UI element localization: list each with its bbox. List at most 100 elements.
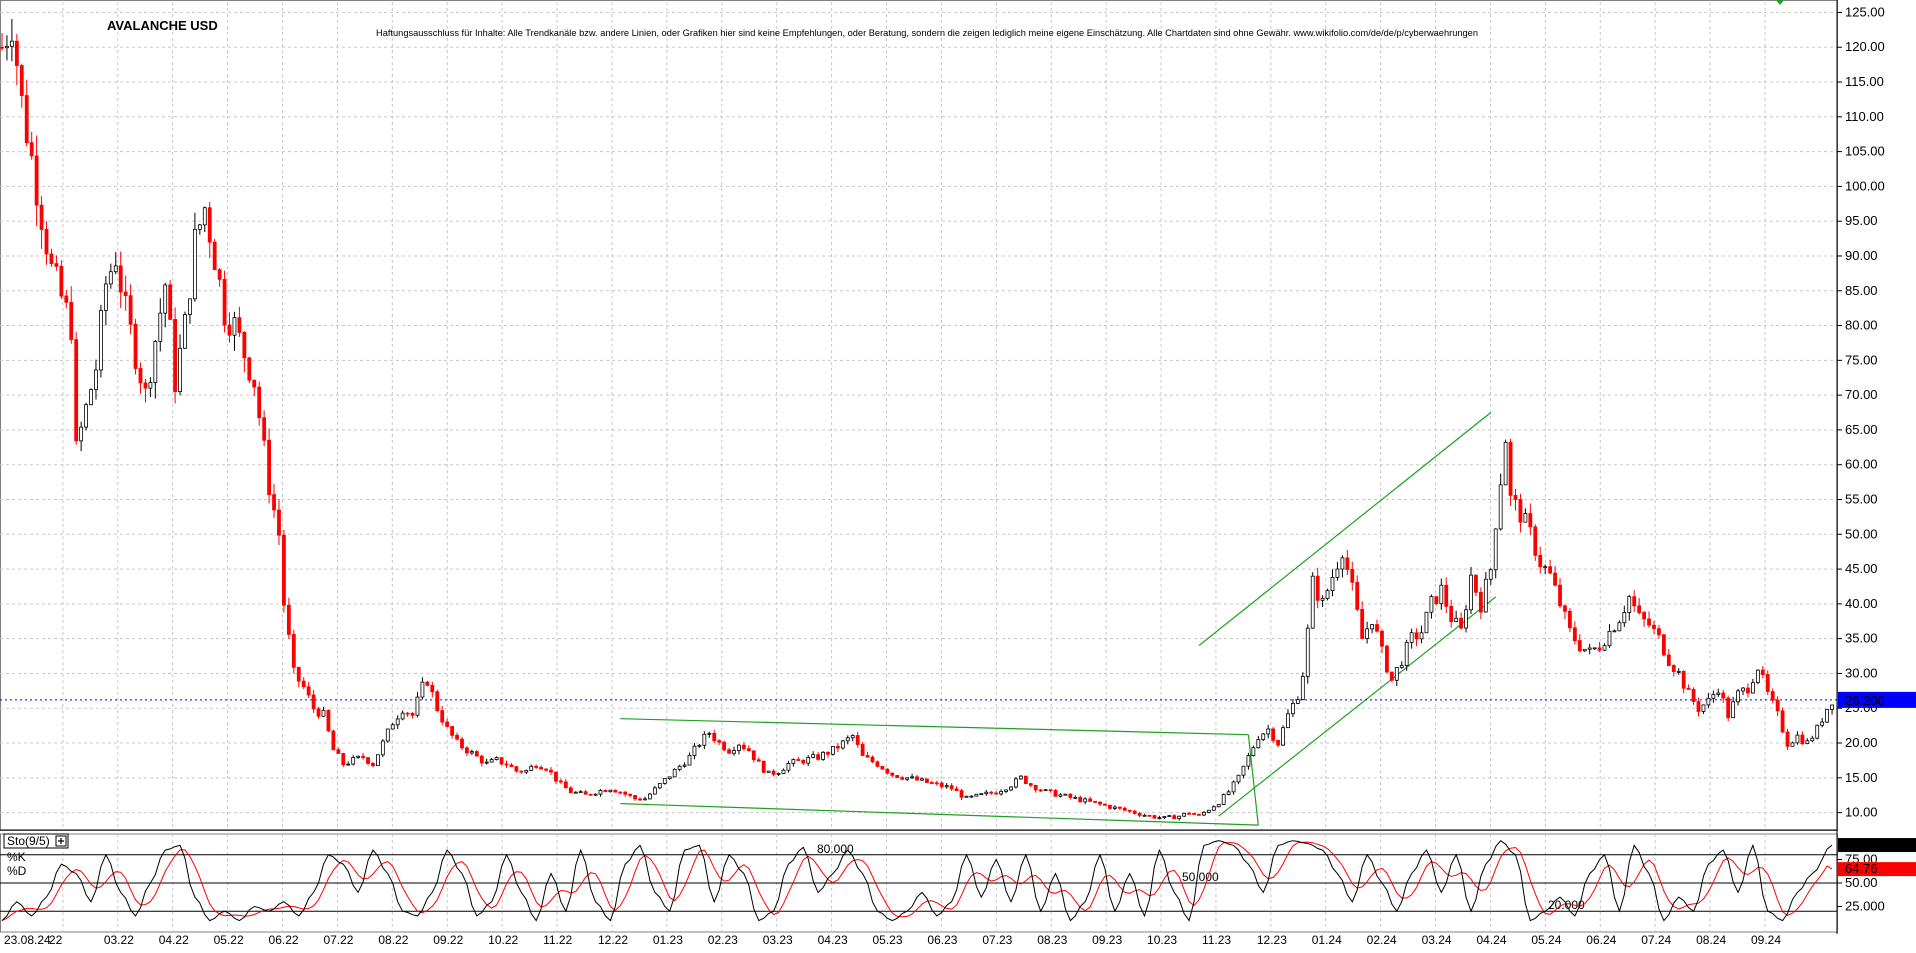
candle-body bbox=[1226, 791, 1231, 795]
x-tick-label: 07.24 bbox=[1641, 933, 1671, 947]
candle-body bbox=[306, 686, 311, 696]
candle-body bbox=[1192, 813, 1196, 815]
candle-body bbox=[1083, 798, 1088, 803]
x-tick-label: 04.24 bbox=[1476, 933, 1506, 947]
candle-body bbox=[979, 793, 984, 796]
candle-body bbox=[1028, 783, 1033, 786]
candle-body bbox=[94, 369, 98, 391]
candle-body bbox=[1399, 665, 1404, 668]
candle-body bbox=[648, 793, 652, 800]
x-tick-label: 04.22 bbox=[159, 933, 189, 947]
candle-body bbox=[1295, 699, 1300, 704]
candle-body bbox=[1701, 704, 1706, 712]
candle-body bbox=[39, 204, 44, 230]
candle-body bbox=[1815, 724, 1820, 739]
candle-body bbox=[905, 777, 910, 780]
candle-body bbox=[939, 782, 944, 788]
candle-body bbox=[1666, 654, 1671, 666]
candle-body bbox=[1543, 566, 1548, 569]
candle-body bbox=[989, 791, 994, 794]
x-tick-label: 03.22 bbox=[104, 933, 134, 947]
candle-body bbox=[563, 781, 568, 789]
candle-body bbox=[1127, 809, 1132, 812]
candle-body bbox=[761, 760, 766, 773]
candle-body bbox=[766, 770, 771, 773]
candle-body bbox=[440, 710, 445, 723]
candle-body bbox=[588, 793, 593, 796]
candle-body bbox=[1088, 798, 1093, 802]
candle-body bbox=[173, 319, 178, 392]
candle-body bbox=[405, 712, 410, 715]
candle-body bbox=[840, 740, 845, 749]
candle-body bbox=[771, 770, 776, 775]
candle-body bbox=[855, 735, 860, 745]
x-tick-label: 06.24 bbox=[1586, 933, 1616, 947]
candle-body bbox=[1820, 721, 1825, 726]
candle-body bbox=[1755, 669, 1760, 684]
candle-body bbox=[1810, 737, 1815, 742]
candle-body bbox=[430, 685, 435, 693]
candle-body bbox=[1518, 499, 1523, 523]
x-tick-label: 03.24 bbox=[1422, 933, 1452, 947]
osc-legend[interactable]: Sto(9/5) bbox=[3, 833, 69, 849]
candle-body bbox=[1741, 687, 1745, 692]
candle-body bbox=[460, 738, 464, 749]
candle-body bbox=[549, 769, 553, 773]
candle-body bbox=[559, 780, 563, 783]
candle-body bbox=[1765, 674, 1770, 692]
candle-body bbox=[168, 284, 173, 320]
candle-body bbox=[1780, 710, 1785, 733]
y-tick-label: 100.00 bbox=[1845, 178, 1885, 193]
candle-body bbox=[74, 339, 79, 442]
candle-body bbox=[133, 323, 138, 369]
candle-body bbox=[0, 46, 4, 49]
candle-body bbox=[544, 768, 548, 771]
candle-body bbox=[1617, 622, 1622, 632]
candle-body bbox=[257, 386, 262, 419]
candle-body bbox=[277, 509, 281, 536]
x-tick-label: 09.23 bbox=[1092, 933, 1122, 947]
osc-y-tick-label: 25.000 bbox=[1845, 899, 1885, 914]
candle-body bbox=[732, 750, 736, 754]
trendline-triangle-right bbox=[1247, 734, 1259, 826]
candle-body bbox=[1686, 687, 1691, 690]
candle-body bbox=[791, 759, 796, 764]
y-tick-label: 30.00 bbox=[1845, 665, 1878, 680]
candle-body bbox=[1478, 591, 1483, 613]
candle-body bbox=[1528, 513, 1533, 528]
candle-body bbox=[1538, 554, 1543, 568]
d-value: 64.76 bbox=[1845, 861, 1878, 876]
candle-body bbox=[79, 426, 84, 442]
candle-body bbox=[1637, 605, 1642, 613]
candle-body bbox=[1592, 647, 1597, 650]
candle-body bbox=[1731, 701, 1736, 719]
candle-body bbox=[707, 732, 712, 735]
candle-body bbox=[623, 791, 628, 795]
candle-body bbox=[29, 142, 34, 157]
candle-body bbox=[435, 691, 440, 711]
candle-body bbox=[1469, 574, 1473, 611]
candle-body bbox=[1671, 665, 1676, 672]
candle-body bbox=[865, 755, 870, 758]
candle-body bbox=[1760, 669, 1765, 675]
y-tick-label: 20.00 bbox=[1845, 735, 1878, 750]
candle-body bbox=[247, 357, 252, 381]
y-tick-label: 65.00 bbox=[1845, 422, 1878, 437]
candle-body bbox=[197, 224, 202, 230]
candle-body bbox=[331, 730, 336, 751]
candle-body bbox=[1706, 697, 1711, 706]
candle-body bbox=[1078, 796, 1083, 803]
candle-body bbox=[380, 740, 385, 756]
candle-body bbox=[1261, 733, 1266, 740]
y-tick-label: 115.00 bbox=[1845, 74, 1884, 89]
candle-body bbox=[84, 404, 88, 428]
candle-body bbox=[1182, 812, 1187, 817]
candle-body bbox=[910, 776, 914, 779]
candle-body bbox=[1394, 667, 1399, 681]
candle-body bbox=[1033, 784, 1038, 791]
candle-body bbox=[64, 295, 69, 303]
candle-body bbox=[712, 732, 717, 742]
candle-body bbox=[776, 773, 781, 775]
candle-body bbox=[376, 754, 380, 767]
